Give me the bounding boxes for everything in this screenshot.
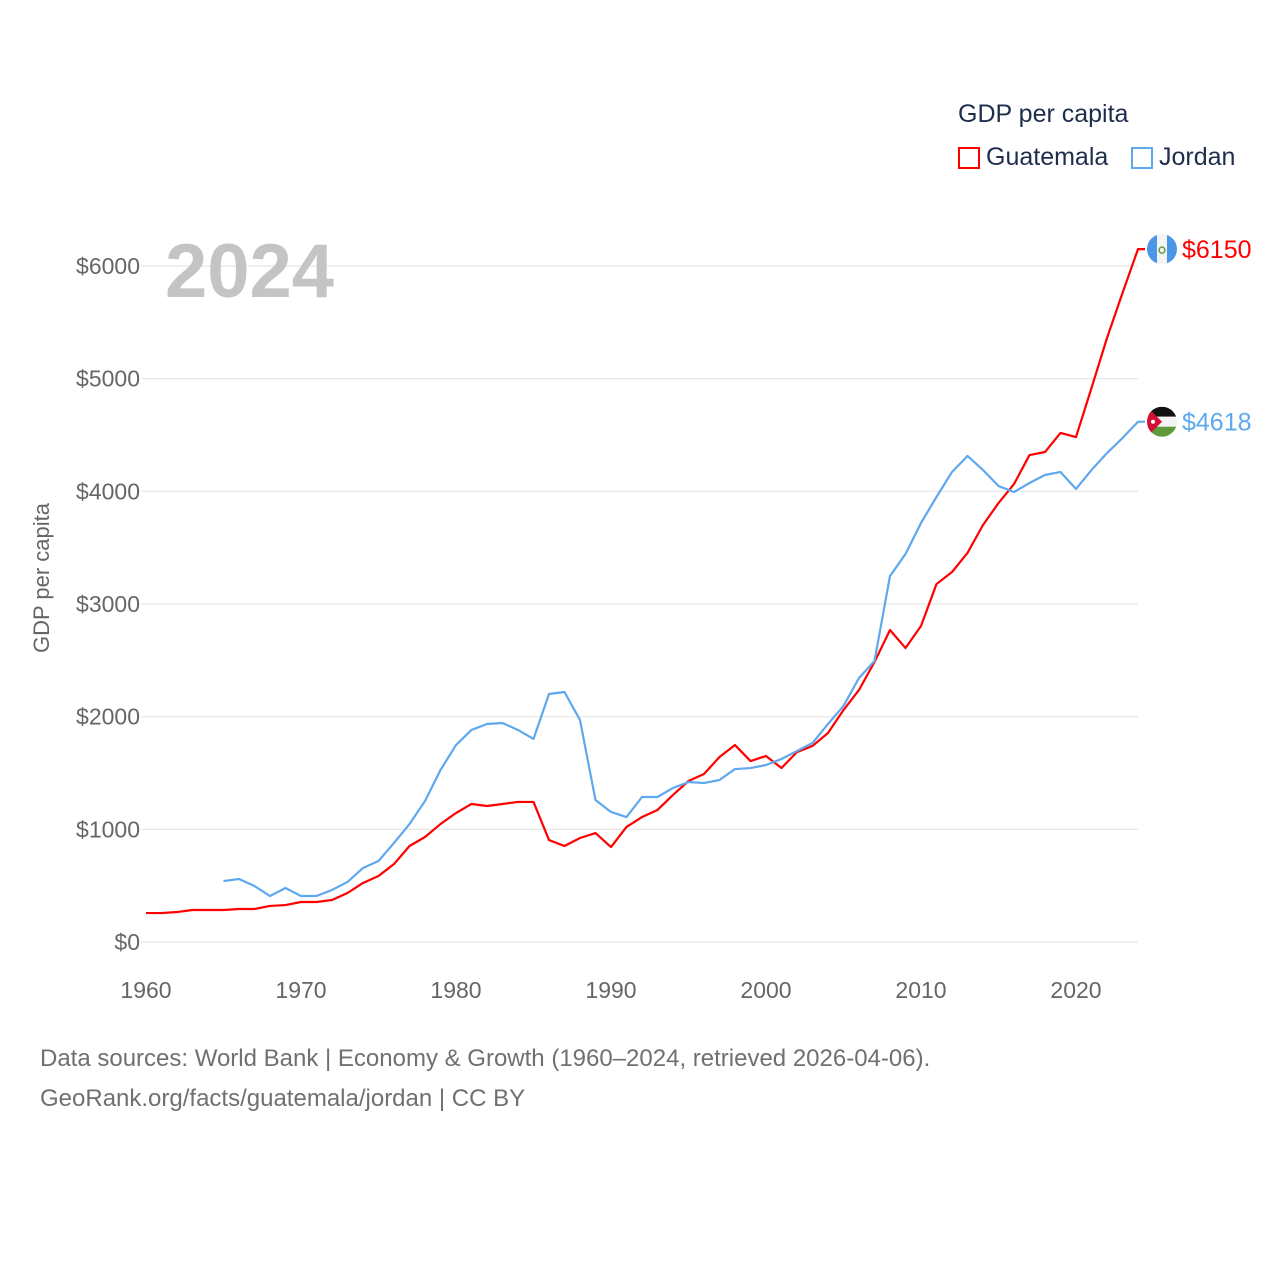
- x-tick-label: 1980: [430, 977, 481, 1003]
- legend-item-guatemala[interactable]: Guatemala: [958, 143, 1108, 172]
- legend-item-jordan[interactable]: Jordan: [1131, 143, 1235, 172]
- legend-label-jordan: Jordan: [1159, 143, 1236, 171]
- series-line-guatemala: [146, 248, 1145, 915]
- legend-swatch-guatemala: [958, 146, 980, 169]
- source-line-1: Data sources: World Bank | Economy & Gro…: [40, 1045, 931, 1072]
- y-tick-label: $0: [114, 929, 140, 955]
- y-tick-label: $5000: [76, 366, 140, 392]
- y-tick-label: $3000: [76, 591, 140, 617]
- source-line-2: GeoRank.org/facts/guatemala/jordan | CC …: [40, 1085, 526, 1112]
- y-tick-label: $2000: [76, 704, 140, 730]
- x-tick-label: 2020: [1050, 977, 1101, 1003]
- y-axis-label: GDP per capita: [29, 502, 54, 654]
- legend-title: GDP per capita: [958, 100, 1129, 128]
- x-tick-label: 2000: [740, 977, 791, 1003]
- y-tick-label: $4000: [76, 478, 140, 504]
- end-value-label-guatemala: $6150: [1182, 236, 1252, 264]
- x-tick-label: 1970: [275, 977, 326, 1003]
- x-tick-label: 1990: [585, 977, 636, 1003]
- flag-jordan-icon: [1147, 406, 1177, 437]
- end-value-label-jordan: $4618: [1182, 409, 1252, 437]
- x-tick-label: 1960: [120, 977, 171, 1003]
- y-tick-label: $1000: [76, 816, 140, 842]
- legend-swatch-jordan: [1131, 146, 1153, 169]
- legend-label-guatemala: Guatemala: [986, 143, 1109, 171]
- series-line-jordan: [223, 420, 1145, 898]
- y-tick-label: $6000: [76, 253, 140, 279]
- x-tick-label: 2010: [895, 977, 946, 1003]
- current-year-label: 2024: [165, 229, 335, 314]
- flag-guatemala-icon: [1147, 234, 1177, 265]
